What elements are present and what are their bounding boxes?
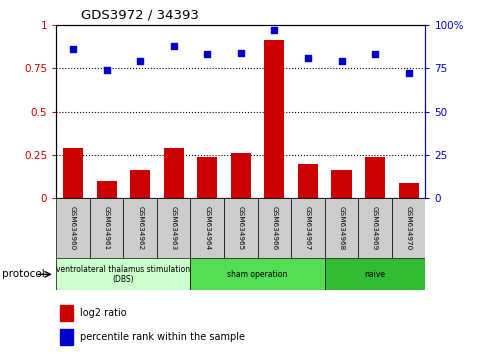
- Point: [270, 27, 278, 33]
- Bar: [163, 148, 183, 198]
- Bar: [364, 156, 385, 198]
- Point: [69, 46, 77, 52]
- Bar: [130, 171, 150, 198]
- Bar: [230, 153, 250, 198]
- Text: naive: naive: [364, 270, 385, 279]
- Bar: [297, 164, 317, 198]
- Point: [337, 58, 345, 64]
- Text: GSM634969: GSM634969: [371, 206, 377, 251]
- Bar: [257, 198, 290, 258]
- Bar: [358, 198, 391, 258]
- Text: GSM634965: GSM634965: [237, 206, 244, 251]
- Text: GSM634970: GSM634970: [405, 206, 411, 251]
- Point: [404, 70, 412, 76]
- Text: GSM634966: GSM634966: [271, 206, 277, 251]
- Text: GSM634964: GSM634964: [204, 206, 210, 251]
- Bar: [60, 329, 73, 345]
- Bar: [56, 258, 190, 290]
- Text: GSM634962: GSM634962: [137, 206, 143, 251]
- Text: log2 ratio: log2 ratio: [80, 308, 126, 318]
- Bar: [398, 183, 418, 198]
- Point: [102, 67, 110, 73]
- Bar: [90, 198, 123, 258]
- Point: [236, 50, 244, 55]
- Bar: [324, 258, 425, 290]
- Bar: [190, 258, 324, 290]
- Text: GSM634967: GSM634967: [305, 206, 310, 251]
- Bar: [157, 198, 190, 258]
- Point: [370, 51, 378, 57]
- Bar: [391, 198, 425, 258]
- Text: GSM634963: GSM634963: [170, 206, 176, 251]
- Text: protocol: protocol: [2, 269, 45, 279]
- Point: [203, 51, 211, 57]
- Text: ventrolateral thalamus stimulation
(DBS): ventrolateral thalamus stimulation (DBS): [56, 265, 190, 284]
- Bar: [324, 198, 358, 258]
- Bar: [60, 305, 73, 321]
- Bar: [264, 40, 284, 198]
- Bar: [224, 198, 257, 258]
- Text: sham operation: sham operation: [227, 270, 287, 279]
- Bar: [190, 198, 224, 258]
- Text: percentile rank within the sample: percentile rank within the sample: [80, 332, 244, 342]
- Point: [304, 55, 311, 61]
- Bar: [331, 171, 351, 198]
- Text: GSM634961: GSM634961: [103, 206, 109, 251]
- Text: GSM634960: GSM634960: [70, 206, 76, 251]
- Bar: [290, 198, 324, 258]
- Text: GSM634968: GSM634968: [338, 206, 344, 251]
- Bar: [197, 156, 217, 198]
- Point: [169, 43, 177, 48]
- Bar: [96, 181, 117, 198]
- Text: GDS3972 / 34393: GDS3972 / 34393: [81, 8, 198, 21]
- Point: [136, 58, 144, 64]
- Bar: [63, 148, 83, 198]
- Bar: [56, 198, 90, 258]
- Bar: [123, 198, 157, 258]
